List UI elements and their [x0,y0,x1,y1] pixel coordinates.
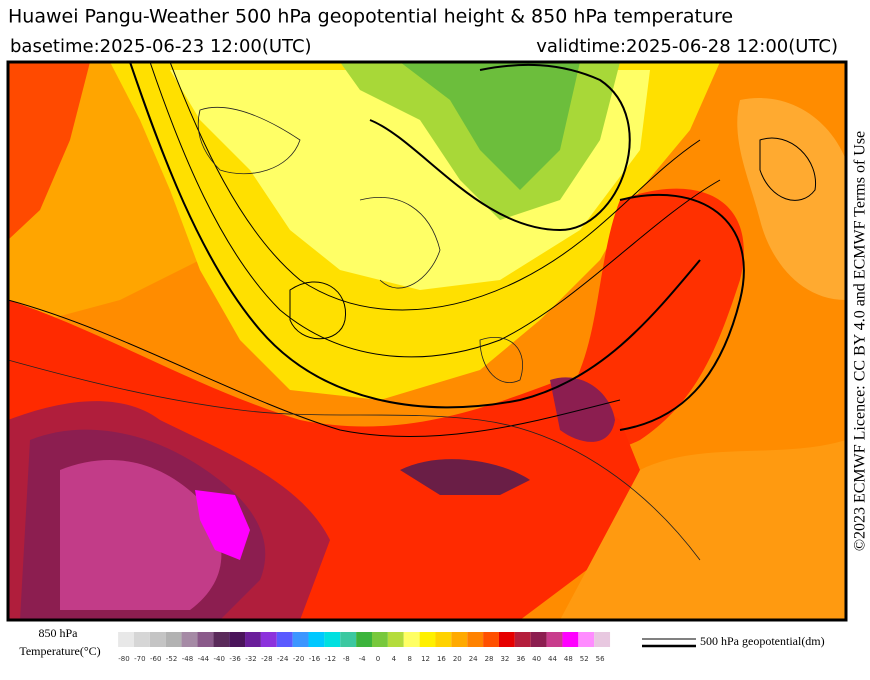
coastlines [8,106,701,561]
colorbar-swatch [530,632,547,647]
colorbar-swatch [118,632,134,647]
colorbar-tick-label: -8 [343,655,350,663]
colorbar-swatch [149,632,166,647]
colorbar-tick-label: 4 [392,655,397,663]
colorbar-swatch [498,632,515,647]
map [6,60,848,622]
colorbar-swatch [594,632,611,647]
colorbar-swatch [308,632,325,647]
contours [8,62,817,438]
colorbar-swatch [467,632,484,647]
colorbar-tick-label: -70 [134,655,145,663]
map-frame [6,60,848,622]
colorbar-tick-label: -44 [198,655,210,663]
colorbar-swatch [562,632,579,647]
colorbar-tick-label: -4 [359,655,367,663]
colorbar-swatch [260,632,277,647]
title: Huawei Pangu-Weather 500 hPa geopotentia… [8,6,733,28]
colorbar: -80 -70 -60 -52 -48 -44 -40 -36 -32 -28 -24 -20 -16-… [118,632,611,663]
credit: ©2023 ECMWF Licence: CC BY 4.0 and ECMWF… [852,131,869,551]
temperature-area [560,440,846,620]
temperature-area [195,490,250,560]
colorbar-tick-label: 36 [516,655,525,663]
temperature-area [8,62,90,240]
colorbar-title: Temperature(°C) [19,644,100,658]
colorbar-swatch [276,632,293,647]
colorbar-tick-label: -28 [261,655,272,663]
colorbar-tick-label: 0 [376,655,380,663]
basetime: basetime:2025-06-23 12:00(UTC) [10,36,312,57]
colorbar-swatch [403,632,420,647]
contour-legend-label: 500 hPa geopotential(dm) [700,634,825,648]
colorbar-tick-label: 8 [407,655,411,663]
colorbar-swatch [578,632,595,647]
colorbar-tick-label: 20 [453,655,462,663]
colorbar-tick-label: -36 [229,655,241,663]
temperature-area [60,460,222,610]
colorbar-swatch [483,632,499,647]
colorbar-swatch [514,632,531,647]
colorbar-swatch [451,632,468,647]
temperature-area [400,62,580,190]
colorbar-tick-label: 56 [596,655,605,663]
colorbar-swatch [372,632,388,647]
colorbar-tick-label: 48 [564,655,573,663]
colorbar-tick-label: -16 [309,655,321,663]
colorbar-swatch [165,632,182,647]
validtime: validtime:2025-06-28 12:00(UTC) [536,36,838,57]
colorbar-swatch [324,632,341,647]
temperature-area [737,98,846,300]
colorbar-tick-label: 44 [548,655,557,663]
colorbar-tick-label: -12 [325,655,336,663]
colorbar-tick-label: -40 [214,655,225,663]
colorbar-swatch [387,632,404,647]
colorbar-swatch [181,632,198,647]
temperature-area [400,459,530,495]
colorbar-tick-label: 52 [580,655,589,663]
colorbar-tick-label: -80 [118,655,129,663]
colorbar-swatch [245,632,261,647]
colorbar-swatch [229,632,246,647]
colorbar-tick-label: 32 [500,655,509,663]
colorbar-tick-label: -24 [277,655,289,663]
colorbar-swatch [356,632,372,647]
colorbar-tick-label: 12 [421,655,430,663]
colorbar-swatch [340,632,357,647]
colorbar-swatch [292,632,309,647]
colorbar-swatch [435,632,452,647]
colorbar-swatch [213,632,230,647]
colorbar-swatch [197,632,214,647]
colorbar-tick-label: -60 [150,655,161,663]
colorbar-swatch [133,632,150,647]
colorbar-tick-label: -20 [293,655,304,663]
colorbar-tick-label: 28 [485,655,494,663]
colorbar-tick-label: -52 [166,655,177,663]
colorbar-tick-label: 16 [437,655,446,663]
colorbar-tick-label: -48 [182,655,193,663]
temperature-area [572,188,744,450]
colorbar-title: 850 hPa [39,626,79,640]
colorbar-swatch [419,632,436,647]
colorbar-swatch [546,632,563,647]
colorbar-tick-label: 24 [469,655,478,663]
colorbar-tick-label: 40 [532,655,541,663]
colorbar-tick-label: -32 [245,655,256,663]
